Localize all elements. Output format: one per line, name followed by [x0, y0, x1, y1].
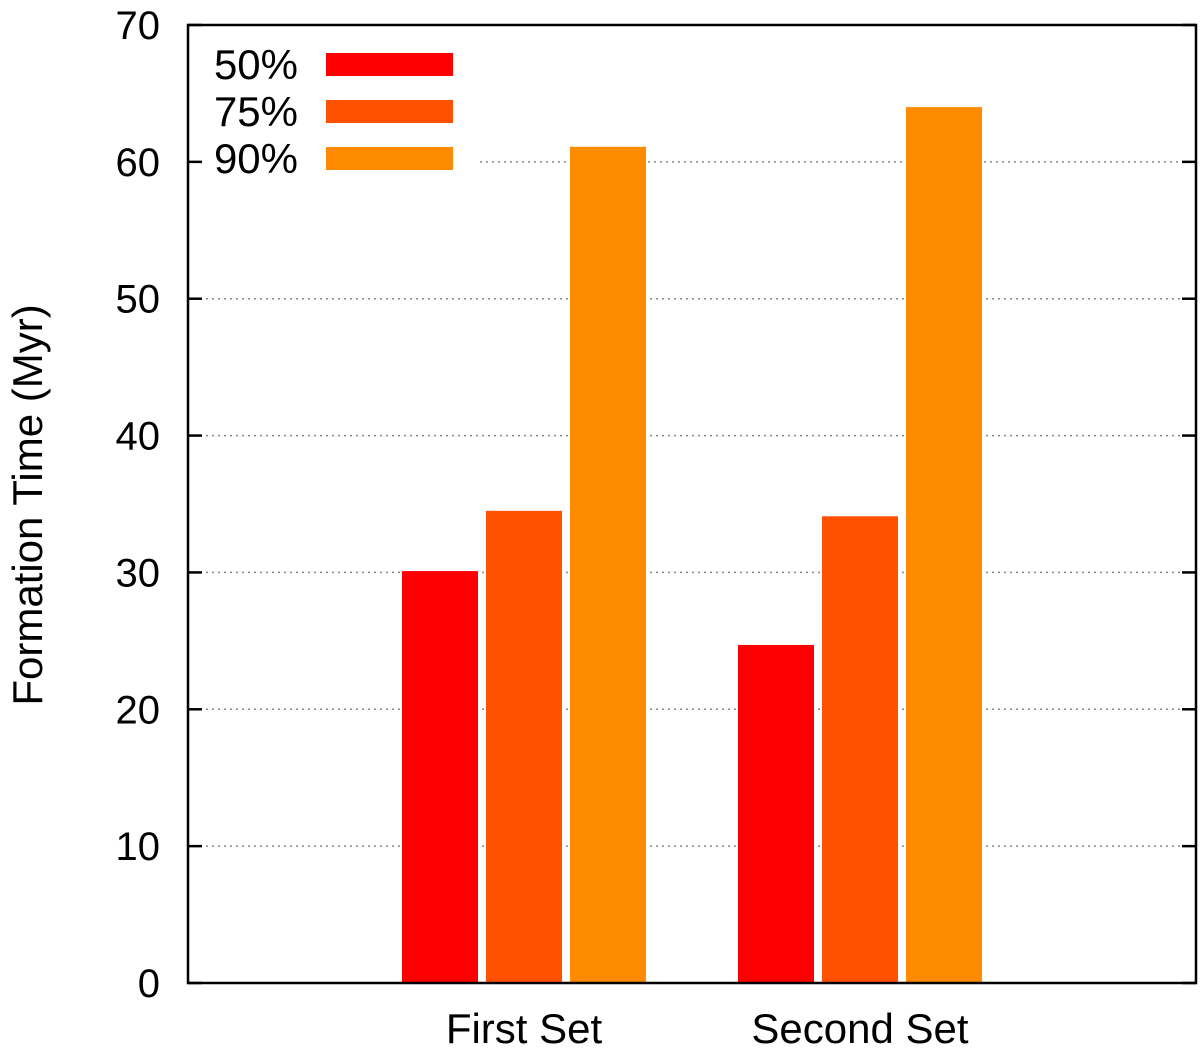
- y-axis-ticks: 0 10 20 30 40 50 60 70: [116, 4, 1196, 1006]
- legend-swatch: [326, 53, 453, 76]
- y-tick-label: 0: [138, 962, 160, 1006]
- y-tick-label: 50: [116, 278, 161, 322]
- bar-second-set-50pct: [738, 644, 814, 983]
- x-axis-categories: First Set Second Set: [446, 1005, 969, 1050]
- y-tick-label: 70: [116, 4, 161, 48]
- legend-label: 75%: [214, 88, 298, 135]
- plot-frame: [186, 23, 1198, 985]
- legend: 50%75%90%: [214, 41, 453, 182]
- bar-first-set-50pct: [402, 571, 478, 983]
- y-tick-label: 60: [116, 141, 161, 185]
- x-category-label: Second Set: [751, 1005, 968, 1050]
- y-tick-label: 20: [116, 688, 161, 732]
- legend-swatch: [326, 100, 453, 123]
- legend-label: 50%: [214, 41, 298, 88]
- bar-first-set-90pct: [570, 146, 646, 983]
- legend-label: 90%: [214, 135, 298, 182]
- y-tick-label: 40: [116, 415, 161, 459]
- bar-second-set-75pct: [822, 516, 898, 983]
- bar-second-set-90pct: [906, 107, 982, 984]
- x-category-label: First Set: [446, 1005, 603, 1050]
- y-axis-label: Formation Time (Myr): [4, 304, 51, 705]
- y-tick-label: 30: [116, 551, 161, 595]
- bar-first-set-75pct: [486, 510, 562, 983]
- bars: [402, 107, 982, 984]
- legend-swatch: [326, 147, 453, 170]
- y-tick-label: 10: [116, 825, 161, 869]
- gridlines: [188, 161, 1196, 847]
